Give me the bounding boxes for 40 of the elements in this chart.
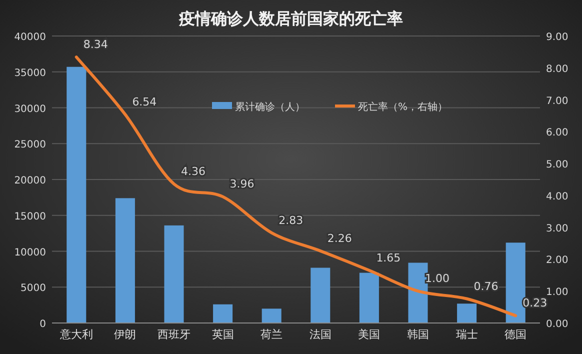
legend-label: 累计确诊（人） — [235, 101, 305, 113]
y2-tick-label: 3.00 — [546, 223, 568, 234]
y2-tick-label: 0.00 — [546, 319, 568, 330]
y-tick-label: 40000 — [14, 32, 46, 43]
y-tick-label: 25000 — [14, 140, 46, 151]
y-tick-label: 15000 — [14, 211, 46, 222]
x-tick-label: 伊朗 — [114, 328, 136, 341]
x-tick-label: 法国 — [309, 328, 332, 341]
y2-tick-label: 1.00 — [546, 287, 568, 298]
y-tick-label: 35000 — [14, 68, 46, 79]
x-tick-label: 意大利 — [58, 328, 93, 341]
y2-tick-label: 5.00 — [546, 160, 568, 171]
data-label: 4.36 — [181, 164, 206, 178]
chart-title: 疫情确诊人数居前国家的死亡率 — [178, 9, 403, 28]
y-tick-label: 20000 — [14, 176, 46, 186]
data-label: 8.34 — [83, 38, 108, 52]
data-label: 0.76 — [474, 280, 498, 293]
x-tick-label: 荷兰 — [260, 328, 283, 341]
y2-tick-label: 4.00 — [546, 191, 568, 202]
x-tick-label: 瑞士 — [456, 328, 478, 341]
y2-tick-label: 8.00 — [546, 64, 568, 75]
x-tick-label: 韩国 — [407, 328, 429, 341]
x-tick-label: 西班牙 — [158, 328, 190, 341]
data-label: 6.54 — [132, 95, 157, 108]
y2-tick-label: 2.00 — [546, 255, 568, 266]
data-label: 2.26 — [327, 232, 352, 245]
y-tick-label: 30000 — [14, 104, 46, 115]
y2-tick-label: 7.00 — [546, 96, 568, 107]
y-tick-label: 10000 — [14, 247, 46, 258]
y2-tick-label: 6.00 — [546, 128, 568, 139]
x-tick-label: 美国 — [358, 328, 380, 341]
data-label: 1.65 — [376, 251, 401, 264]
y-tick-label: 0 — [40, 319, 46, 330]
x-tick-label: 英国 — [212, 328, 234, 341]
x-tick-label: 德国 — [504, 328, 527, 341]
y-tick-label: 5000 — [20, 283, 46, 294]
data-label: 3.96 — [230, 178, 254, 191]
data-label: 2.83 — [278, 214, 304, 227]
legend-label: 死亡率（%，右轴） — [358, 101, 448, 113]
y2-tick-label: 9.00 — [546, 32, 568, 43]
